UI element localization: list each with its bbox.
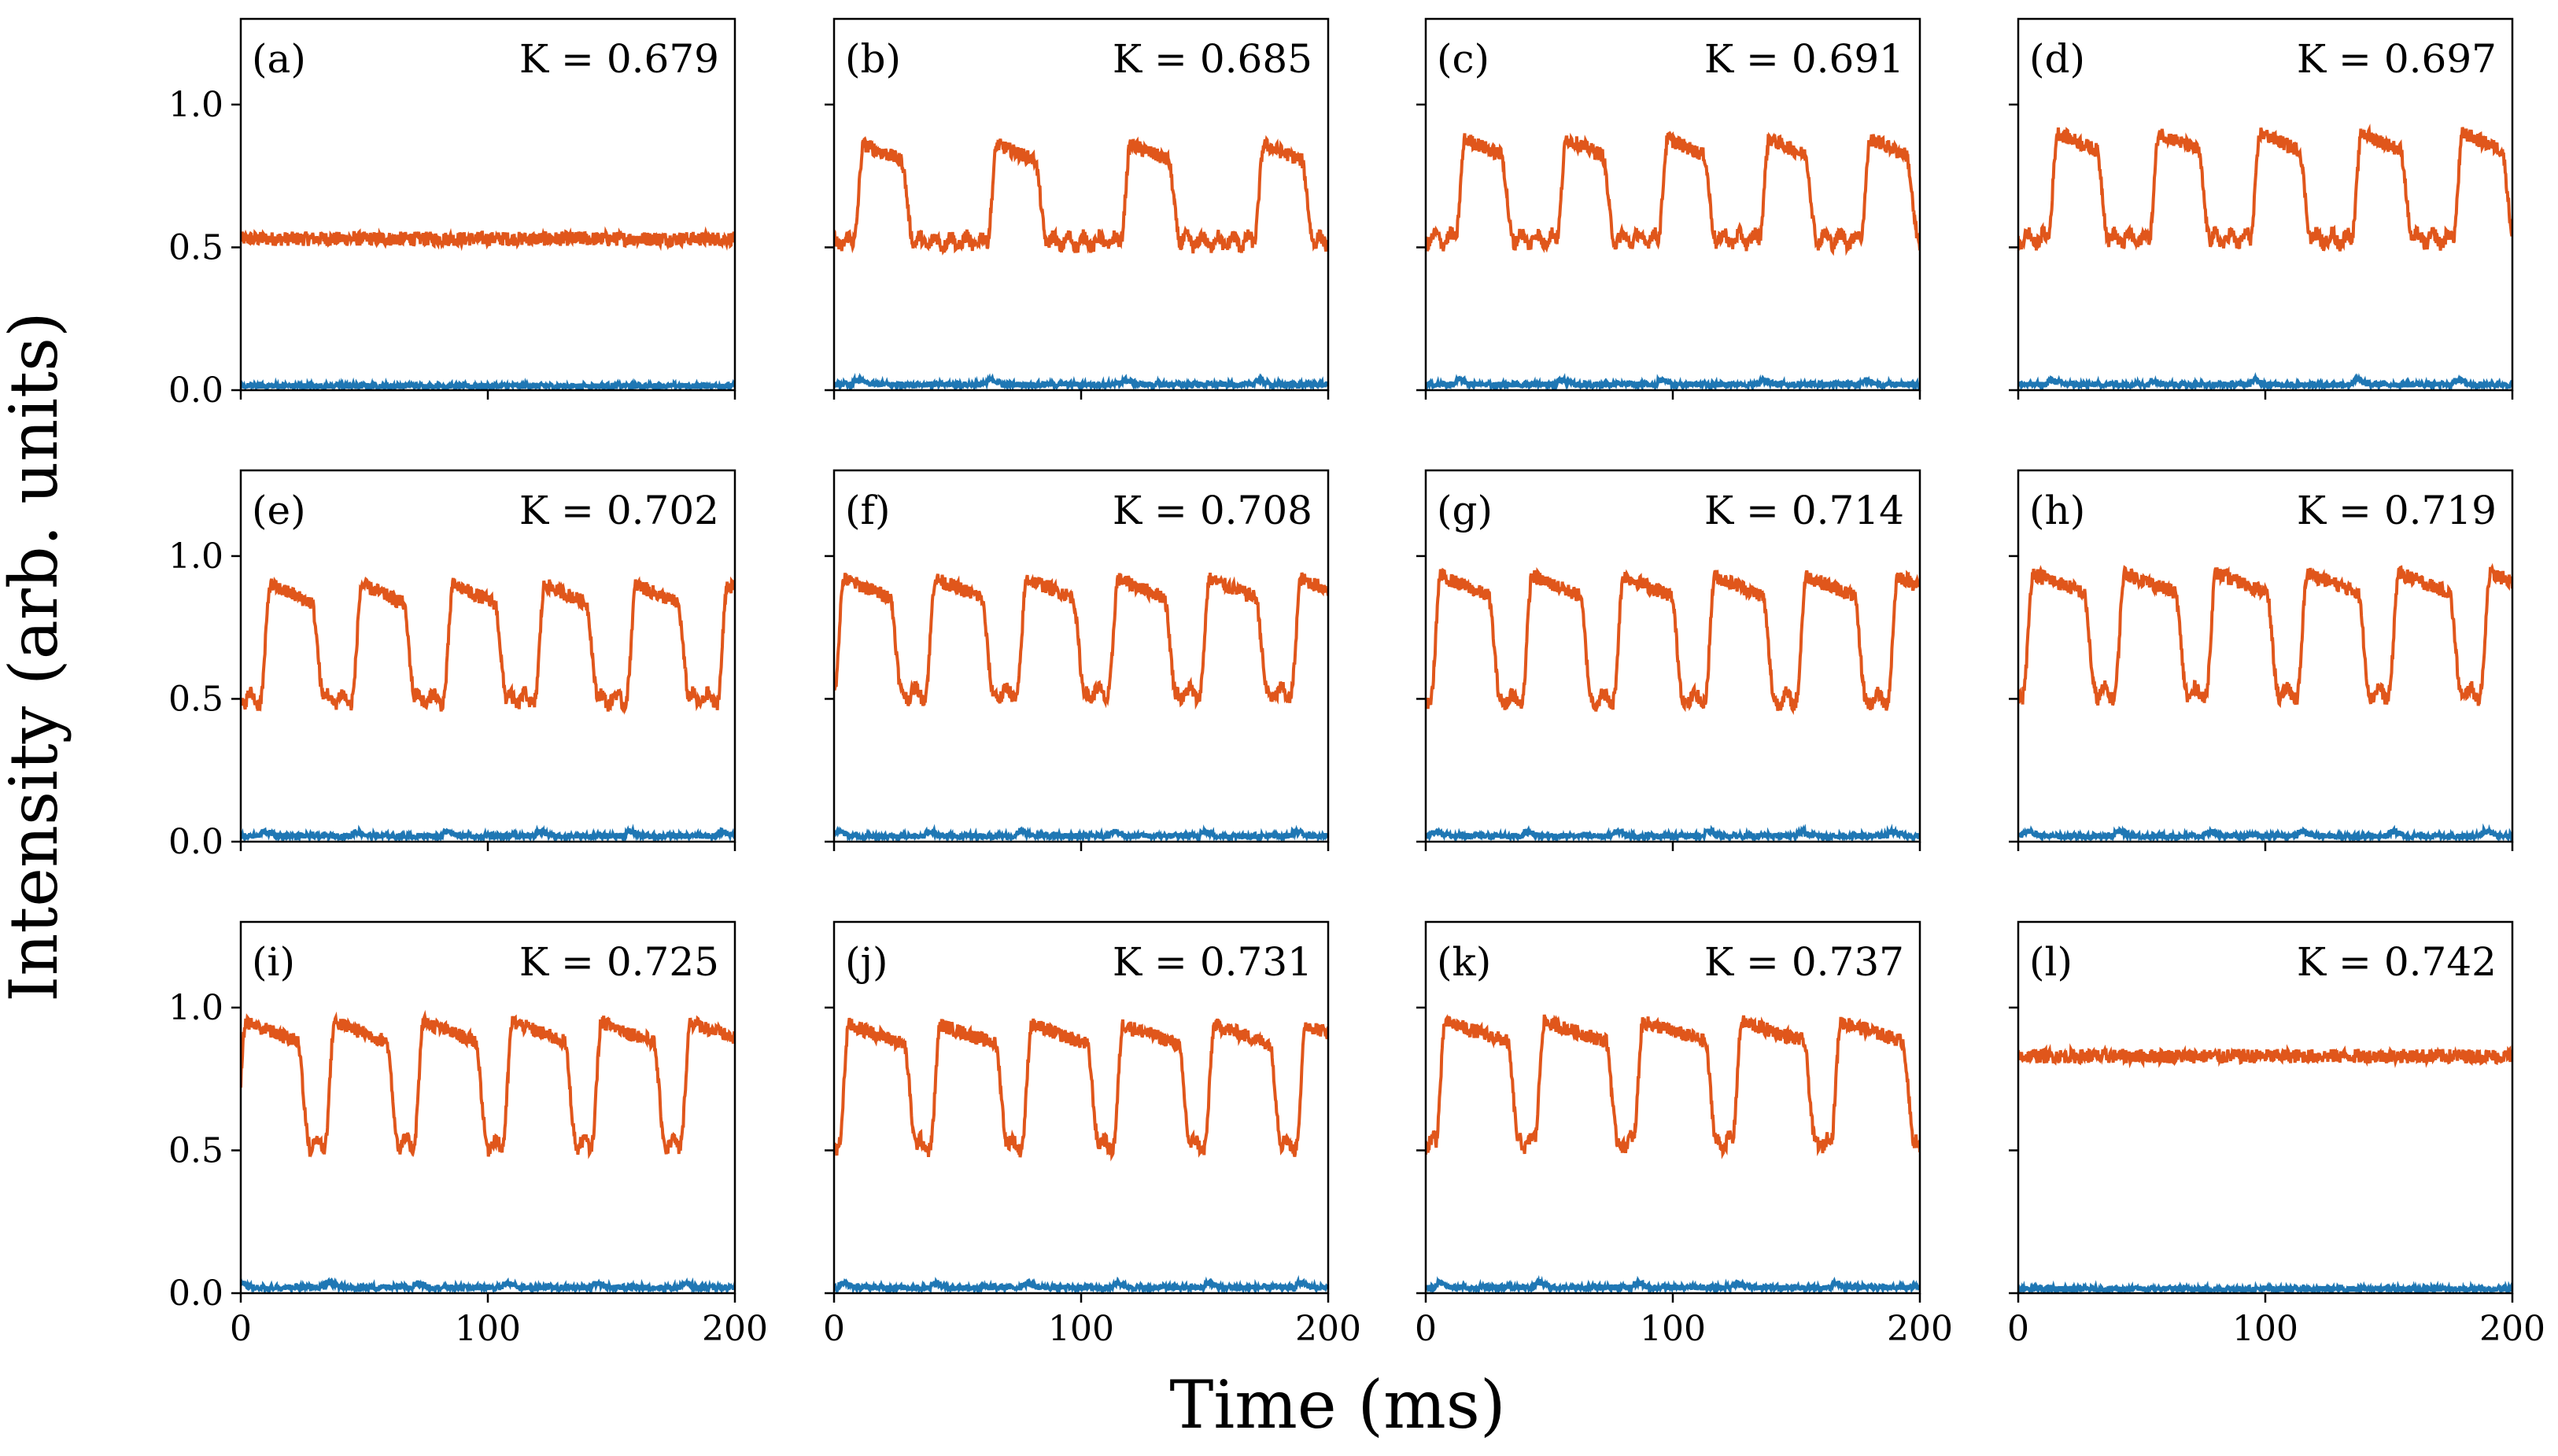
series-blue-line (2018, 1280, 2512, 1293)
series-blue-line (1426, 1274, 1920, 1293)
series-orange-line (1426, 566, 1920, 715)
y-tick-label: 0.5 (168, 227, 223, 267)
x-tick-label: 100 (1048, 1309, 1114, 1349)
y-tick-label: 1.0 (168, 988, 223, 1028)
series-blue-line (834, 1274, 1328, 1293)
panel-label: (c) (1437, 36, 1489, 82)
panel-i: 0.0 0.5 1.0 0 100 200 (i) K = 0.725 (168, 920, 768, 1349)
series-orange-line (1426, 131, 1920, 256)
series-blue-line (241, 1276, 735, 1293)
x-tick-label: 100 (1640, 1309, 1706, 1349)
panel-parameter: K = 0.719 (2297, 488, 2497, 533)
series-blue-line (834, 824, 1328, 842)
panel-label: (i) (252, 939, 295, 985)
panel-e: 0.0 0.5 1.0 (e) K = 0.702 (168, 469, 736, 862)
panel-parameter: K = 0.702 (519, 488, 719, 533)
panel-label: (a) (252, 36, 306, 82)
series-blue-line (2018, 823, 2512, 842)
x-tick-label: 200 (2479, 1309, 2545, 1349)
panel-parameter: K = 0.697 (2297, 36, 2497, 82)
y-tick-label: 0.0 (168, 1274, 223, 1314)
panel-label: (g) (1437, 488, 1493, 533)
panel-h: (h) K = 0.719 (2009, 469, 2514, 851)
panel-f: (f) K = 0.708 (825, 469, 1330, 851)
x-tick-label: 0 (823, 1309, 845, 1349)
series-blue-line (241, 377, 735, 390)
series-orange-line (1426, 1014, 1920, 1159)
panel-label: (f) (845, 488, 891, 533)
panel-g: (g) K = 0.714 (1416, 469, 1921, 851)
panel-parameter: K = 0.742 (2297, 939, 2497, 985)
panel-k: 0 100 200 (k) K = 0.737 (1415, 920, 1953, 1349)
x-tick-label: 0 (2007, 1309, 2029, 1349)
y-tick-label: 1.0 (168, 85, 223, 125)
panel-l: 0 100 200 (l) K = 0.742 (2007, 920, 2545, 1349)
panel-parameter: K = 0.708 (1113, 488, 1312, 533)
panel-b: (b) K = 0.685 (825, 17, 1330, 400)
series-orange-line (2018, 562, 2512, 709)
x-tick-label: 200 (1887, 1309, 1953, 1349)
series-blue-line (2018, 371, 2512, 390)
x-tick-label: 100 (455, 1309, 521, 1349)
series-orange-line (241, 1009, 735, 1159)
panel-parameter: K = 0.714 (1704, 488, 1904, 533)
panel-parameter: K = 0.679 (519, 36, 719, 82)
panel-parameter: K = 0.725 (519, 939, 719, 985)
series-orange-line (834, 572, 1328, 710)
y-tick-label: 0.0 (168, 370, 223, 411)
series-orange-line (2018, 123, 2512, 252)
panels: 0.0 0.5 1.0 (a) K = 0.679 (b) K = 0.685 (c) K = … (168, 17, 2545, 1349)
panel-parameter: K = 0.685 (1113, 36, 1312, 82)
panel-label: (e) (252, 488, 306, 533)
series-orange-line (834, 135, 1328, 256)
panel-label: (d) (2029, 36, 2085, 82)
x-tick-label: 200 (702, 1309, 768, 1349)
series-blue-line (1426, 373, 1920, 390)
series-blue-line (1426, 824, 1920, 842)
y-axis-title: Intensity (arb. units) (0, 311, 72, 1002)
panel-label: (k) (1437, 939, 1491, 985)
x-tick-label: 100 (2232, 1309, 2298, 1349)
panel-parameter: K = 0.731 (1113, 939, 1312, 985)
x-axis-title: Time (ms) (1169, 1366, 1505, 1443)
panel-parameter: K = 0.691 (1704, 36, 1904, 82)
panel-label: (h) (2029, 488, 2085, 533)
panel-a: 0.0 0.5 1.0 (a) K = 0.679 (168, 17, 736, 411)
panel-parameter: K = 0.737 (1704, 939, 1904, 985)
x-tick-label: 0 (1415, 1309, 1437, 1349)
y-tick-label: 0.5 (168, 679, 223, 719)
series-blue-line (241, 824, 735, 842)
y-tick-label: 0.0 (168, 822, 223, 862)
panel-label: (b) (845, 36, 901, 82)
x-tick-label: 200 (1295, 1309, 1361, 1349)
panel-label: (j) (845, 939, 888, 985)
x-tick-label: 0 (230, 1309, 252, 1349)
series-orange-line (834, 1017, 1328, 1162)
panel-c: (c) K = 0.691 (1416, 17, 1921, 400)
series-orange-line (2018, 1043, 2512, 1069)
panel-d: (d) K = 0.697 (2009, 17, 2514, 400)
series-orange-line (241, 226, 735, 252)
y-tick-label: 0.5 (168, 1130, 223, 1170)
panel-j: 0 100 200 (j) K = 0.731 (823, 920, 1361, 1349)
panel-label: (l) (2029, 939, 2073, 985)
series-blue-line (834, 372, 1328, 390)
y-tick-label: 1.0 (168, 536, 223, 577)
series-orange-line (241, 576, 735, 715)
